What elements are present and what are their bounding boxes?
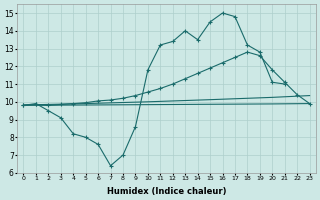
X-axis label: Humidex (Indice chaleur): Humidex (Indice chaleur)	[107, 187, 226, 196]
